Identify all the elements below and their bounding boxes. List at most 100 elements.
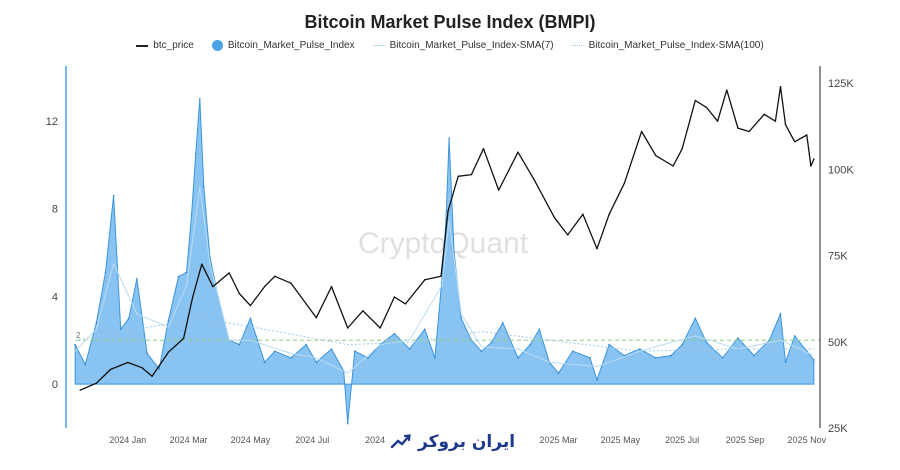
btc-price-point — [470, 173, 473, 176]
btc-price-point — [806, 134, 808, 136]
brand-text: ایران بروکر — [418, 432, 516, 452]
y-right-tick-label: 125K — [828, 78, 854, 90]
sma-layer — [74, 186, 815, 374]
bmpi-point — [263, 361, 266, 364]
x-tick-label: 2024 Jan — [109, 435, 146, 445]
bmpi-point — [557, 372, 560, 375]
y-left-tick-label: 12 — [46, 116, 58, 128]
bmpi-point — [779, 313, 782, 315]
y-left-tick-label: 4 — [52, 291, 58, 303]
btc-price-point — [748, 130, 750, 133]
legend-item-btc-price[interactable]: btc_price — [136, 40, 194, 51]
btc-price-point — [274, 275, 276, 277]
bmpi-point — [128, 317, 130, 320]
legend-swatch-btc-price — [136, 44, 149, 47]
chart-title: Bitcoin Market Pulse Index (BMPI) — [304, 12, 596, 32]
btc-price-point — [290, 282, 292, 284]
bmpi-point — [167, 319, 170, 322]
btc-price-point — [726, 89, 728, 91]
bmpi-point — [793, 335, 796, 337]
bmpi-point — [490, 341, 493, 344]
y-left-tick-label: 8 — [52, 204, 58, 216]
bmpi-point — [203, 185, 205, 188]
legend-swatch-bmpi — [211, 40, 223, 51]
btc-price-point — [141, 367, 143, 369]
btc-price-point — [533, 179, 535, 181]
bmpi-point — [623, 354, 626, 357]
btc-price-point — [404, 303, 407, 305]
btc-price-point — [672, 165, 674, 167]
btc-price-point — [810, 165, 812, 167]
legend-item-bmpi-sma7[interactable]: Bitcoin_Market_Pulse_Index-SMA(7) — [372, 40, 554, 51]
legend-item-bmpi-sma100[interactable]: Bitcoin_Market_Pulse_Index-SMA(100) — [571, 40, 764, 51]
bmpi-point — [74, 343, 76, 346]
x-tick-label: 2025 Mar — [540, 435, 578, 445]
bmpi-point — [596, 378, 598, 381]
btc-price-point — [694, 99, 696, 102]
bmpi-point — [238, 343, 241, 346]
bmpi-point — [517, 357, 519, 359]
btc-price-point — [567, 234, 569, 236]
legend-swatch-bmpi-sma7 — [372, 45, 385, 46]
bmpi-point — [608, 343, 610, 346]
x-tick-label: 2024 Mar — [170, 435, 208, 445]
legend-swatch-bmpi-sma100 — [571, 45, 584, 46]
y-right-tick-label: 25K — [828, 423, 848, 435]
bmpi-point — [199, 98, 201, 100]
btc-price-point — [109, 368, 112, 371]
bmpi-point — [571, 350, 574, 353]
btc-price-point — [517, 151, 519, 153]
btc-price-point — [315, 317, 317, 319]
x-tick-label: 2025 Sep — [726, 435, 765, 445]
btc-price-point — [705, 106, 708, 109]
bmpi-point — [146, 352, 148, 355]
y-right-tick-label: 75K — [828, 251, 848, 263]
btc-price-point — [440, 275, 442, 277]
bmpi-point — [753, 354, 755, 357]
bmpi-point — [119, 328, 122, 331]
bmpi-point — [448, 137, 450, 140]
legend-label-bmpi-sma100: Bitcoin_Market_Pulse_Index-SMA(100) — [588, 40, 764, 51]
bmpi-point — [529, 343, 531, 346]
y-right-tick-label: 100K — [828, 164, 854, 176]
btc-price-point — [763, 113, 765, 116]
btc-price-point — [608, 213, 610, 215]
btc-price-point — [95, 382, 98, 384]
bmpi-point — [274, 350, 276, 353]
btc-price-point — [784, 123, 787, 126]
btc-price-point — [127, 361, 129, 364]
bmpi-point — [460, 317, 463, 320]
btc-price-point — [424, 279, 426, 281]
btc-price-point — [737, 127, 739, 129]
btc-price-point — [482, 148, 485, 150]
bmpi-point — [354, 350, 356, 353]
bmpi-point — [95, 321, 98, 324]
btc-price-point — [774, 120, 777, 122]
x-tick-label: 2024 — [365, 435, 385, 445]
btc-price-point — [794, 141, 796, 143]
bmpi-point — [638, 348, 641, 350]
bmpi-point — [784, 361, 787, 364]
legend-label-bmpi: Bitcoin_Market_Pulse_Index — [227, 40, 355, 51]
bmpi-point — [480, 350, 483, 353]
bmpi-point — [434, 357, 436, 359]
x-tick-label: 2025 Jul — [665, 435, 699, 445]
legend-item-bmpi[interactable]: Bitcoin_Market_Pulse_Index — [211, 40, 355, 51]
bmpi-point — [424, 328, 426, 331]
btc-price-point — [582, 213, 584, 215]
btc-price-point — [379, 327, 381, 329]
btc-price-point — [201, 263, 203, 265]
btc-price-point — [238, 292, 240, 295]
btc-price-point — [681, 148, 683, 150]
bmpi-point — [589, 357, 591, 359]
bmpi-point — [185, 271, 188, 274]
x-tick-label: 2024 Jul — [295, 435, 329, 445]
bmpi-point — [694, 317, 697, 320]
btc-price-point — [553, 217, 556, 219]
brand-logo: ایران بروکر — [390, 432, 515, 452]
bmpi-point — [681, 343, 683, 346]
bmpi-point — [655, 357, 657, 359]
bmpi-point — [445, 218, 447, 221]
btc-price-point — [347, 327, 349, 329]
btc-price-point — [263, 285, 266, 288]
